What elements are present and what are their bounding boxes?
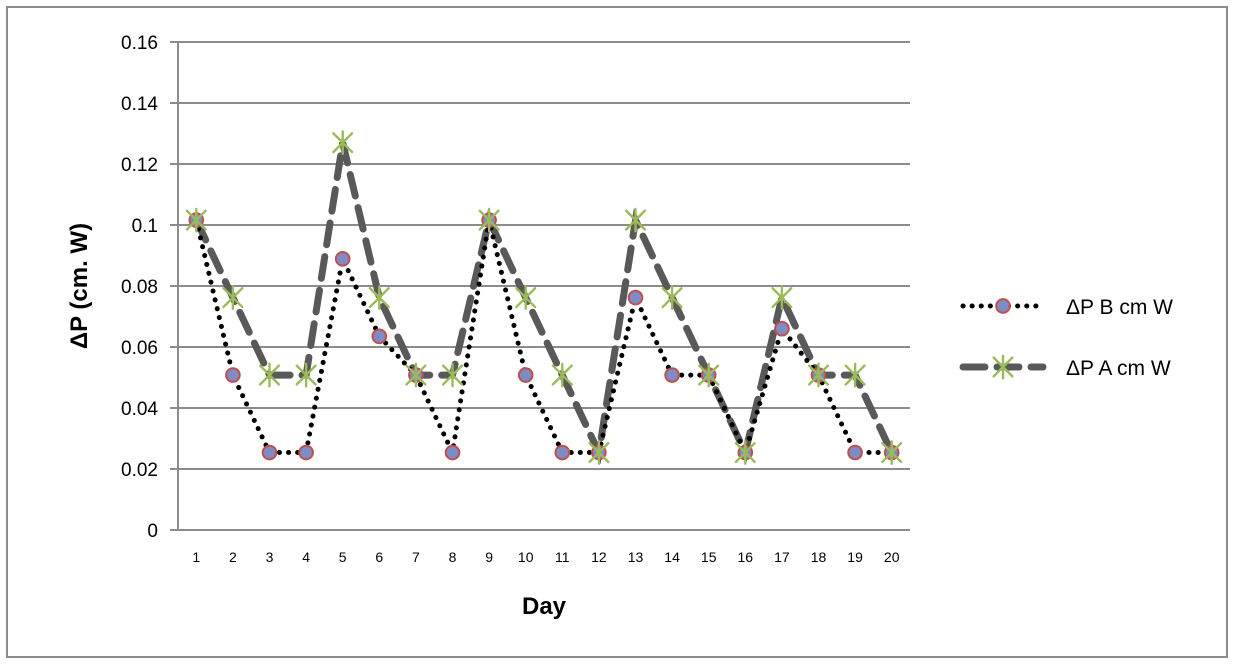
x-tick-label: 18 bbox=[811, 549, 827, 565]
marker-circle bbox=[847, 444, 863, 461]
x-tick-label: 10 bbox=[518, 549, 534, 565]
x-tick-label: 15 bbox=[701, 549, 717, 565]
x-tick-label: 4 bbox=[302, 549, 310, 565]
x-tick-label: 20 bbox=[884, 549, 900, 565]
marker-star bbox=[368, 285, 390, 311]
legend-swatch-marker bbox=[995, 298, 1011, 314]
marker-circle bbox=[261, 444, 278, 461]
x-tick-label: 8 bbox=[449, 549, 457, 565]
y-tick-label: 0.14 bbox=[121, 94, 158, 115]
x-tick-label: 17 bbox=[774, 549, 790, 565]
x-tick-label: 6 bbox=[375, 549, 383, 565]
marker-star bbox=[698, 362, 720, 388]
y-tick-label: 0.12 bbox=[121, 155, 158, 176]
legend-swatch-marker bbox=[992, 354, 1014, 380]
x-tick-label: 11 bbox=[555, 549, 570, 565]
legend: ΔP B cm W ΔP A cm W bbox=[959, 296, 1173, 380]
marker-star bbox=[185, 207, 207, 233]
x-tick-labels: 1 2 3 4 5 6 7 8 9 10 11 12 13 14 15 16 17 18 19 20 bbox=[192, 549, 899, 565]
series-line-b bbox=[193, 217, 895, 461]
marker-circle bbox=[334, 251, 351, 267]
marker-circle bbox=[627, 289, 644, 306]
marker-star bbox=[478, 207, 500, 233]
marker-circle bbox=[444, 444, 461, 461]
axes bbox=[177, 42, 910, 531]
marker-circle bbox=[774, 320, 790, 337]
marker-circle bbox=[225, 367, 241, 383]
gridlines bbox=[170, 41, 910, 531]
marker-circle bbox=[995, 298, 1011, 314]
marker-star bbox=[441, 362, 464, 388]
x-tick-label: 2 bbox=[229, 549, 237, 565]
marker-star bbox=[734, 440, 756, 465]
legend-label: ΔP B cm W bbox=[1066, 296, 1173, 319]
x-tick-label: 12 bbox=[591, 549, 607, 565]
marker-circle bbox=[664, 367, 680, 383]
marker-circle bbox=[371, 328, 388, 345]
marker-star bbox=[551, 362, 573, 388]
marker-star bbox=[807, 362, 830, 388]
marker-star bbox=[405, 362, 427, 388]
y-tick-label: 0.1 bbox=[132, 216, 158, 237]
y-tick-label: 0 bbox=[147, 521, 158, 542]
marker-star bbox=[332, 130, 354, 156]
marker-circle bbox=[298, 444, 314, 461]
x-tick-label: 14 bbox=[664, 549, 680, 565]
legend-item-b: ΔP B cm W bbox=[960, 296, 1173, 319]
marker-star bbox=[295, 362, 317, 388]
x-tick-label: 7 bbox=[412, 549, 420, 565]
y-tick-label: 0.06 bbox=[121, 338, 158, 359]
marker-star bbox=[624, 207, 647, 233]
legend-label: ΔP A cm W bbox=[1066, 357, 1171, 380]
x-tick-label: 3 bbox=[266, 549, 274, 565]
marker-star bbox=[588, 440, 610, 465]
x-axis-title: Day bbox=[522, 593, 567, 620]
y-tick-labels: 0 0.02 0.04 0.06 0.08 0.1 0.12 0.14 0.16 bbox=[121, 33, 158, 542]
y-tick-label: 0.02 bbox=[121, 460, 158, 481]
x-tick-label: 16 bbox=[738, 549, 754, 565]
marker-circle bbox=[554, 444, 571, 461]
series-line-a bbox=[192, 141, 896, 465]
marker-star bbox=[881, 440, 903, 465]
series-markers bbox=[185, 130, 903, 465]
marker-star bbox=[992, 354, 1014, 380]
x-tick-label: 1 bbox=[192, 549, 200, 565]
series-lines bbox=[192, 141, 896, 465]
x-tick-label: 13 bbox=[628, 549, 644, 565]
marker-circle bbox=[517, 367, 534, 383]
y-tick-label: 0.16 bbox=[121, 33, 158, 54]
x-tick-label: 9 bbox=[485, 549, 493, 565]
marker-star bbox=[222, 285, 244, 311]
y-axis-title: ΔP (cm. W) bbox=[66, 223, 93, 349]
marker-star bbox=[258, 362, 281, 388]
marker-star bbox=[844, 362, 866, 388]
marker-star bbox=[515, 285, 537, 311]
y-tick-label: 0.08 bbox=[121, 277, 158, 298]
marker-star bbox=[661, 285, 683, 311]
marker-star bbox=[771, 285, 793, 311]
y-tick-label: 0.04 bbox=[121, 399, 158, 420]
x-tick-label: 5 bbox=[339, 549, 347, 565]
x-tick-label: 19 bbox=[847, 549, 863, 565]
legend-item-a: ΔP A cm W bbox=[959, 354, 1171, 380]
